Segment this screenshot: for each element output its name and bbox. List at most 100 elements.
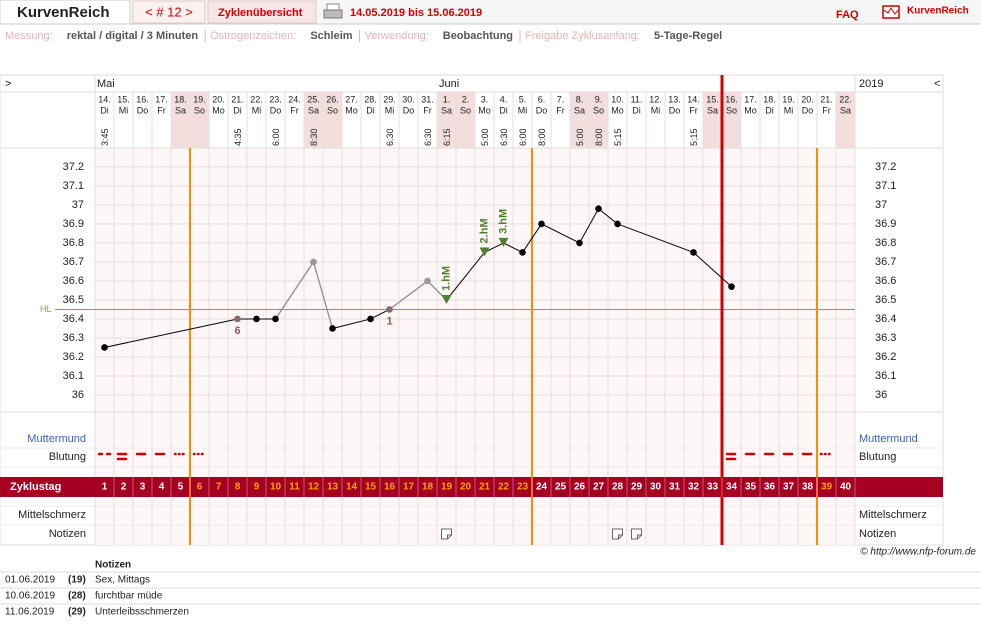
weekend-shade [589, 92, 608, 148]
time-label: 8:00 [537, 128, 547, 146]
date-label: 19. [193, 94, 206, 104]
faq-link[interactable]: FAQ [836, 9, 859, 21]
date-label: 1. [443, 94, 451, 104]
peak-marker [498, 237, 509, 247]
weekday-label: Mi [252, 105, 262, 115]
date-label: 16. [725, 94, 738, 104]
temperature-point [367, 315, 374, 323]
date-label: 9. [595, 94, 603, 104]
setting-label: Verwendung: [365, 30, 429, 42]
setting-value: Beobachtung [443, 30, 513, 42]
hl-label: HL [40, 304, 52, 314]
temperature-point [272, 315, 279, 323]
weekday-label: Mi [518, 105, 528, 115]
weekday-label: Sa [707, 105, 718, 115]
point-label: 6 [234, 325, 240, 337]
logo[interactable]: KurvenReich [907, 6, 969, 17]
date-label: 25. [307, 94, 320, 104]
y-tick-label: 36.7 [875, 256, 896, 268]
time-label: 8:30 [309, 128, 319, 146]
date-label: 24. [288, 94, 301, 104]
cycle-day: 35 [745, 482, 757, 493]
row-label: Blutung [859, 451, 896, 463]
y-tick-label: 36.6 [875, 275, 896, 287]
cycle-day: 37 [783, 482, 795, 493]
date-label: 15. [706, 94, 719, 104]
logo-icon [882, 5, 900, 19]
overview[interactable]: Zyklenübersicht [218, 7, 303, 19]
cycle-day: 40 [840, 482, 852, 493]
weekday-label: Do [536, 105, 548, 115]
cycle-nav-box[interactable] [132, 0, 206, 24]
note-text: Unterleibsschmerzen [95, 607, 189, 618]
date-label: 20. [212, 94, 225, 104]
y-tick-label: 36.8 [63, 237, 84, 249]
temperature-point [728, 283, 735, 290]
y-tick-label: 36.9 [875, 218, 896, 230]
date-label: 18. [763, 94, 776, 104]
date-label: 21. [231, 94, 244, 104]
date-label: 27. [345, 94, 358, 104]
brand[interactable]: KurvenReich [17, 4, 110, 21]
y-tick-label: 37.1 [63, 180, 84, 192]
copyright[interactable]: © http://www.nfp-forum.de [860, 547, 976, 558]
note-date: 11.06.2019 [5, 607, 55, 618]
cycle-day: 19 [441, 482, 453, 493]
weekday-label: Do [137, 105, 149, 115]
weekday-label: Di [632, 105, 641, 115]
date-label: 18. [174, 94, 187, 104]
excluded-segment [275, 261, 314, 320]
peak-label: 2.hM [478, 218, 490, 243]
temperature-point [101, 344, 108, 351]
weekday-label: Do [669, 105, 681, 115]
cycle-day: 8 [235, 482, 241, 493]
brand-tab[interactable] [0, 0, 131, 25]
weekday-label: Fr [689, 105, 698, 115]
weekend-shade [456, 92, 475, 148]
y-tick-label: 37.2 [875, 161, 896, 173]
weekday-label: Mo [212, 105, 225, 115]
temperature-point [253, 315, 260, 323]
nav-left[interactable]: > [5, 78, 11, 90]
time-label: 5:15 [613, 128, 623, 146]
y-tick-label: 37.1 [875, 180, 896, 192]
weekday-label: So [593, 105, 604, 115]
note-date: 10.06.2019 [5, 591, 55, 602]
weekday-label: Fr [423, 105, 432, 115]
weekday-label: Di [100, 105, 109, 115]
note-icon [631, 528, 642, 540]
settings: Messung: rektal / digital / 3 Minuten Östr… [5, 30, 722, 42]
temperature-point [519, 249, 526, 256]
setting-label: Messung: [5, 30, 53, 42]
note-text: furchtbar müde [95, 591, 163, 602]
nav-right[interactable]: < [934, 78, 940, 90]
date-label: 21. [820, 94, 833, 104]
weekend-shade [190, 92, 209, 148]
weekday-label: Sa [441, 105, 452, 115]
temperature-point [690, 249, 697, 256]
date-label: 30. [402, 94, 415, 104]
date-label: 2. [462, 94, 470, 104]
overview-tab[interactable] [207, 0, 317, 24]
cycle-nav[interactable]: < # 12 > [145, 4, 193, 19]
weekday-label: Mi [784, 105, 794, 115]
note-date: 01.06.2019 [5, 575, 55, 586]
time-label: 8:00 [594, 128, 604, 146]
excluded-segment [389, 280, 428, 310]
setting-label: Östrogenzeichen: [210, 30, 296, 42]
time-label: 5:15 [689, 128, 699, 146]
y-tick-label: 36.6 [63, 275, 84, 287]
weekday-label: Fr [556, 105, 565, 115]
date-range: 14.05.2019 bis 15.06.2019 [350, 7, 482, 19]
temperature-point [424, 277, 431, 285]
cycle-day: 12 [308, 482, 320, 493]
weekend-shade [836, 92, 855, 148]
print-icon[interactable] [323, 3, 343, 19]
note-day: (28) [68, 591, 86, 602]
cycle-day: 22 [498, 482, 510, 493]
y-tick-label: 36.1 [63, 370, 84, 382]
date-label: 31. [421, 94, 434, 104]
date-label: 5. [519, 94, 527, 104]
y-tick-label: 36.9 [63, 218, 84, 230]
